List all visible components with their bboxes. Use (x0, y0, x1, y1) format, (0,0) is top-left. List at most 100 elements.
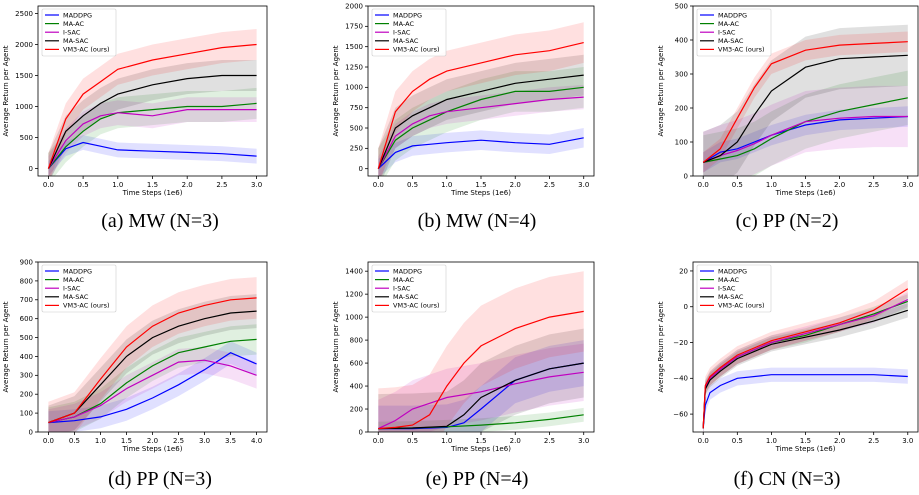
legend-entry: MA-SAC (718, 293, 744, 301)
y-tick-label: 2500 (15, 10, 33, 18)
series-band (703, 367, 908, 432)
series-band (48, 97, 257, 176)
y-axis-label: Average Return per Agent (332, 301, 340, 392)
x-tick-label: 0.0 (373, 181, 384, 189)
y-tick-label: 1500 (345, 43, 363, 51)
series-line (48, 359, 257, 424)
x-tick-label: 1.0 (766, 181, 777, 189)
y-tick-label: 1400 (345, 268, 363, 276)
y-tick-label: 2000 (345, 2, 363, 10)
y-tick-label: 0 (359, 428, 363, 436)
x-tick-label: 1.5 (800, 181, 811, 189)
series-line (702, 115, 908, 163)
panel-caption: (b) MW (N=4) (418, 210, 537, 232)
x-tick-label: 2.5 (173, 437, 184, 445)
plot-area (378, 271, 584, 432)
x-tick-label: 3.0 (578, 437, 589, 445)
y-tick-label: 400 (20, 353, 33, 361)
chart-panel: 0.0 0.5 1.0 1.5 2.0 2.5 3.0 −60 −40 −20 0 20 Time St… (657, 261, 919, 490)
series-band (703, 31, 908, 173)
y-tick-label: 0 (684, 172, 688, 180)
y-tick-label: 200 (675, 104, 688, 112)
series-line (377, 96, 584, 169)
x-axis-label: Time Steps (1e6) (450, 445, 511, 453)
x-tick-label: 1.5 (121, 437, 132, 445)
legend-entry: MA-AC (63, 20, 84, 28)
series-line (48, 297, 257, 424)
series-band (703, 279, 908, 432)
series-line (377, 137, 584, 170)
series-band (48, 341, 257, 432)
legend-entry: MA-AC (63, 276, 84, 284)
y-tick-label: 600 (350, 359, 363, 367)
series-band (378, 22, 584, 176)
series-line (378, 371, 584, 430)
y-tick-label: 700 (20, 296, 33, 304)
legend-box (371, 264, 447, 313)
legend-entry: I-SAC (718, 285, 736, 293)
y-tick-label: 1750 (345, 23, 363, 31)
series-line (702, 41, 908, 163)
series-band (703, 70, 908, 176)
series-band (48, 60, 257, 176)
y-tick-label: −20 (673, 339, 688, 347)
y-tick-label: 800 (350, 337, 363, 345)
x-tick-label: 1.5 (475, 181, 486, 189)
chart-panel: 0.0 0.5 1.0 1.5 2.0 2.5 3.0 0 500 1000 1500 2000 250… (2, 5, 268, 232)
series-band (378, 67, 584, 176)
legend-entry: I-SAC (393, 29, 411, 37)
x-tick-label: 2.0 (147, 437, 158, 445)
series-line (48, 310, 257, 424)
legend-entry: VM3-AC (ours) (718, 46, 765, 54)
x-tick-label: 0.0 (43, 437, 54, 445)
y-tick-label: −40 (673, 375, 688, 383)
legend-entry: MADDPG (718, 11, 747, 19)
x-tick-label: 2.0 (834, 181, 845, 189)
legend-entry: MADDPG (63, 267, 92, 275)
series-line (378, 310, 584, 430)
legend-entry: MA-AC (393, 276, 414, 284)
legend-entry: MA-SAC (718, 37, 744, 45)
series-line (47, 108, 257, 169)
series-line (702, 309, 908, 429)
series-band (703, 303, 908, 432)
series-band (378, 328, 584, 432)
legend-entry: I-SAC (393, 285, 411, 293)
legend-entry: MA-SAC (63, 37, 89, 45)
y-tick-label: 250 (350, 145, 363, 153)
legend-entry: VM3-AC (ours) (63, 302, 110, 310)
x-tick-label: 0.5 (78, 181, 89, 189)
x-tick-label: 3.0 (251, 181, 262, 189)
y-axis-label: Average Return per Agent (332, 45, 340, 136)
series-band (48, 135, 257, 176)
y-tick-label: 0 (29, 165, 33, 173)
x-axis-label: Time Steps (1e6) (122, 445, 183, 453)
legend-entry: VM3-AC (ours) (63, 46, 110, 54)
legend-entry: I-SAC (718, 29, 736, 37)
y-tick-label: 500 (20, 134, 33, 142)
panel-caption: (f) CN (N=3) (734, 468, 841, 490)
series-band (378, 54, 584, 176)
x-tick-label: 1.5 (800, 437, 811, 445)
series-band (378, 271, 584, 432)
y-tick-label: 0 (29, 428, 33, 436)
legend-entry: MA-AC (718, 20, 739, 28)
series-band (378, 128, 584, 176)
x-tick-label: 2.0 (834, 437, 845, 445)
y-tick-label: 200 (350, 405, 363, 413)
panel-caption: (e) PP (N=4) (426, 468, 529, 490)
x-tick-label: 0.0 (698, 181, 709, 189)
y-tick-label: 800 (20, 277, 33, 285)
series-band (48, 277, 257, 432)
x-tick-label: 4.0 (251, 437, 262, 445)
chart-panel: 0.0 0.5 1.0 1.5 2.0 2.5 3.0 3.5 4.0 0 100 200 300 400… (2, 258, 268, 490)
series-band (48, 347, 257, 432)
legend-entry: MA-SAC (393, 293, 419, 301)
series-line (702, 288, 909, 429)
x-tick-label: 0.0 (373, 437, 384, 445)
x-tick-label: 2.5 (868, 437, 879, 445)
series-band (703, 294, 908, 432)
y-tick-label: 200 (20, 391, 33, 399)
y-tick-label: 900 (20, 258, 33, 266)
